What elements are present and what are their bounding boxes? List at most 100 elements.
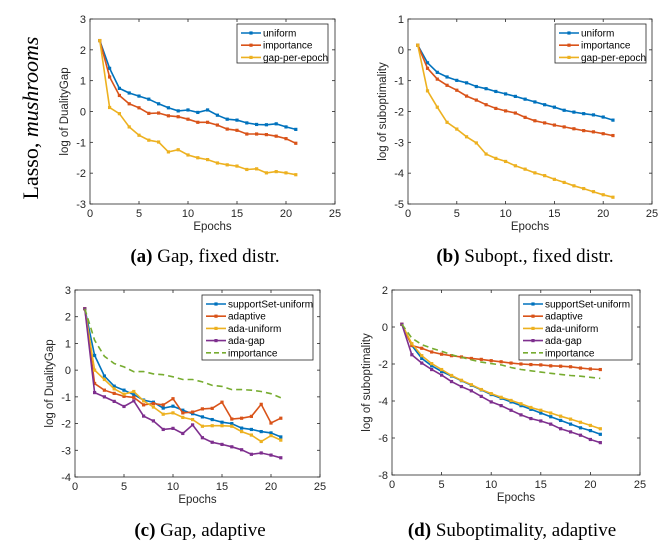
legend-marker — [567, 55, 571, 59]
y-tick-label: 0 — [65, 365, 71, 377]
data-point — [220, 420, 224, 424]
data-point — [210, 406, 214, 410]
data-point — [157, 102, 161, 106]
caption-text: Subopt., fixed distr. — [460, 246, 614, 267]
data-point — [235, 128, 239, 132]
data-point — [489, 359, 493, 363]
legend-marker — [249, 55, 253, 59]
data-point — [132, 389, 136, 394]
data-point — [513, 94, 517, 98]
legend-marker — [214, 339, 218, 343]
data-point — [279, 416, 283, 420]
legend-marker — [214, 302, 218, 306]
caption-text: Gap, fixed distr. — [152, 246, 279, 267]
x-tick-label: 10 — [485, 479, 497, 491]
data-point — [279, 456, 283, 460]
y-tick-label: 0 — [382, 322, 388, 334]
data-point — [533, 119, 537, 123]
legend-marker — [214, 314, 218, 318]
legend-entry: importance — [263, 41, 313, 52]
series-supportSet-uniform — [83, 307, 283, 439]
data-point — [294, 141, 298, 145]
legend-marker — [531, 314, 535, 318]
data-point — [235, 164, 239, 168]
data-point — [469, 383, 473, 387]
data-point — [519, 413, 523, 417]
x-tick-label: 0 — [72, 481, 78, 493]
data-point — [245, 132, 249, 136]
data-point — [108, 105, 112, 110]
data-point — [494, 106, 498, 111]
data-point — [425, 66, 430, 70]
y-tick-label: -4 — [61, 472, 71, 484]
data-point — [588, 367, 592, 371]
data-point — [519, 404, 523, 408]
data-point — [112, 399, 116, 403]
data-point — [440, 367, 444, 372]
data-point — [196, 120, 200, 124]
data-point — [171, 404, 175, 408]
y-tick-label: -1 — [394, 76, 404, 88]
data-point — [269, 453, 273, 457]
data-point — [206, 120, 210, 124]
series-adaptive — [400, 322, 602, 372]
data-point — [279, 438, 283, 442]
y-axis-label: log of DualityGap — [44, 339, 56, 427]
data-point — [225, 163, 229, 167]
y-tick-label: 1 — [80, 76, 86, 88]
data-point — [420, 361, 424, 365]
data-point — [598, 441, 602, 445]
data-point — [582, 112, 586, 116]
data-point — [122, 388, 126, 392]
data-point — [93, 390, 97, 395]
data-point — [611, 133, 615, 138]
data-point — [552, 105, 556, 109]
data-point — [449, 379, 454, 384]
caption-a: (a) Gap, fixed distr. — [130, 246, 279, 267]
data-point — [181, 431, 185, 436]
data-point — [440, 369, 444, 373]
data-point — [264, 123, 268, 127]
data-point — [191, 423, 195, 427]
legend-entry: ada-uniform — [228, 324, 281, 335]
x-tick-label: 0 — [87, 208, 93, 220]
data-point — [230, 417, 234, 421]
data-point — [591, 190, 596, 194]
y-tick-label: -6 — [378, 433, 388, 445]
data-point — [225, 117, 229, 121]
data-point — [611, 118, 615, 122]
data-point — [598, 427, 602, 431]
chart-d: 0 5 10 15 20 25 -8 -6 -4 -2 0 2 Epochs log of subopti… — [361, 285, 646, 504]
legend-entry: uniform — [263, 29, 296, 40]
data-point — [529, 362, 533, 367]
data-point — [157, 111, 161, 115]
data-point — [588, 423, 592, 428]
data-point — [235, 118, 239, 122]
data-point — [529, 416, 533, 421]
x-tick-label: 25 — [634, 479, 646, 491]
data-point — [459, 384, 464, 389]
data-point — [93, 353, 97, 358]
data-point — [102, 388, 106, 392]
data-point — [259, 451, 263, 455]
data-point — [249, 427, 253, 432]
x-tick-label: 0 — [389, 479, 395, 491]
data-point — [435, 77, 439, 81]
data-point — [445, 75, 449, 79]
data-point — [430, 350, 434, 354]
data-point — [264, 171, 268, 175]
x-axis-label: Epochs — [497, 492, 536, 504]
data-point — [225, 127, 229, 131]
data-point — [255, 122, 259, 127]
data-point — [588, 429, 592, 433]
data-point — [568, 365, 573, 369]
data-point — [591, 130, 596, 134]
data-point — [420, 346, 424, 350]
data-point — [449, 373, 454, 378]
data-point — [117, 112, 121, 116]
data-point — [445, 83, 449, 87]
data-point — [430, 367, 434, 372]
legend-entry: supportSet-uniform — [228, 300, 313, 311]
data-point — [259, 429, 263, 434]
caption-text: Gap, adaptive — [155, 520, 265, 541]
